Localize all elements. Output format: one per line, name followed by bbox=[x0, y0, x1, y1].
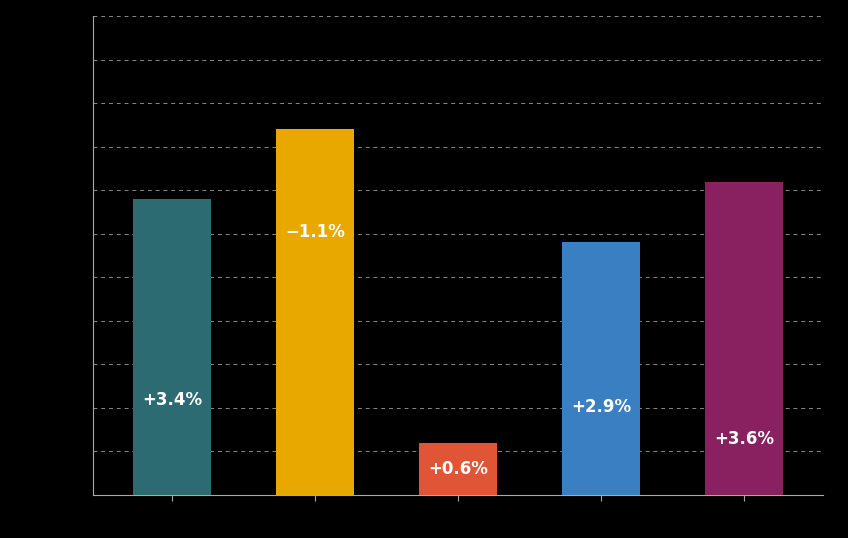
Text: +3.4%: +3.4% bbox=[142, 391, 202, 409]
Text: +0.6%: +0.6% bbox=[428, 460, 488, 478]
Bar bbox=[276, 129, 354, 495]
Text: +2.9%: +2.9% bbox=[571, 398, 631, 415]
Bar bbox=[561, 243, 640, 495]
Text: −1.1%: −1.1% bbox=[285, 223, 345, 240]
Bar bbox=[705, 181, 784, 495]
Text: +3.6%: +3.6% bbox=[714, 429, 774, 448]
Bar bbox=[419, 443, 497, 495]
Bar bbox=[132, 199, 211, 495]
